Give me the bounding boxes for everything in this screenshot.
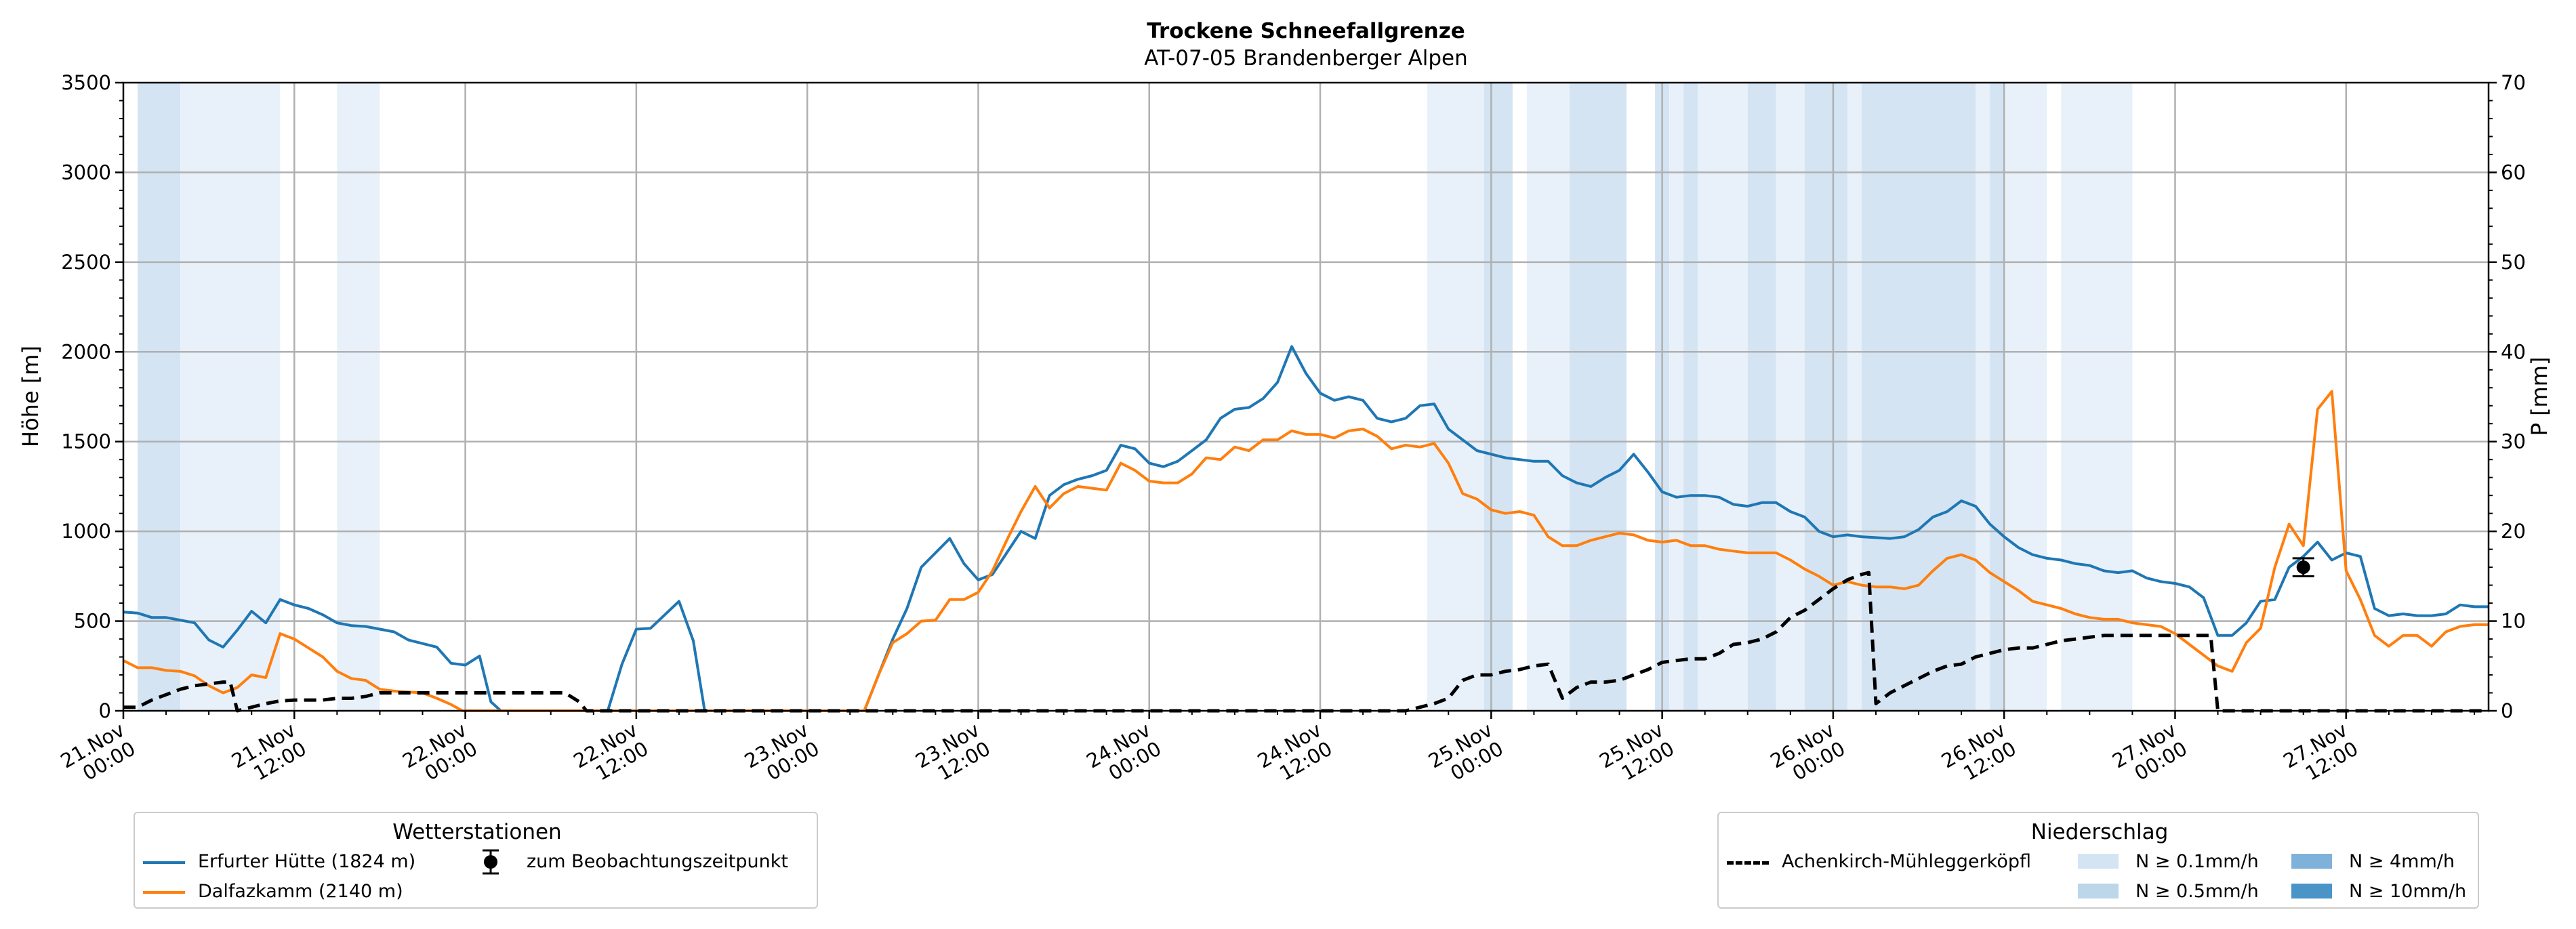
legend-label-0-1: N ≥ 0.1mm/h	[2135, 851, 2259, 872]
precip-band-16	[1976, 83, 1990, 711]
series-line-2	[123, 571, 2489, 713]
legend-observation-icon	[483, 849, 499, 875]
precip-band-8	[1669, 83, 1684, 711]
precip-band-13	[1804, 83, 1847, 711]
y2-tick-label-6: 60	[2501, 161, 2526, 184]
legend-swatch-0-5	[2078, 884, 2119, 899]
y2-axis: 0 10 20 30 40 50 60 70	[2489, 71, 2526, 722]
grid-lines	[123, 83, 2489, 711]
precip-band-6	[1569, 83, 1627, 711]
y2-tick-label-5: 50	[2501, 251, 2526, 274]
observation-marker	[2292, 557, 2314, 577]
plot-frame	[122, 81, 2490, 712]
legend-swatch-4	[2291, 854, 2332, 869]
legend-label-observation: zum Beobachtungszeitpunkt	[527, 851, 788, 872]
precip-band-19	[2061, 83, 2133, 711]
y2-tick-label-1: 10	[2501, 610, 2526, 633]
precip-band-1	[180, 83, 281, 711]
legend-stations-title: Wetterstationen	[392, 820, 562, 844]
x-tick-label-1: 21.Nov12:00	[228, 718, 310, 792]
x-tick-label-2: 22.Nov00:00	[398, 718, 481, 792]
precip-band-15	[1861, 83, 1976, 711]
precip-band-18	[2004, 83, 2047, 711]
series-line-1	[123, 390, 2489, 712]
chart-title: Trockene Schneefallgrenze	[1147, 19, 1465, 43]
x-tick-label-5: 23.Nov12:00	[912, 718, 994, 792]
legend-label-10: N ≥ 10mm/h	[2349, 881, 2467, 902]
x-tick-label-13: 27.Nov12:00	[2279, 718, 2362, 792]
legend-line-achenkirch	[1727, 861, 1769, 865]
y-tick-label-3: 1500	[61, 430, 111, 453]
y-tick-label-5: 2500	[61, 251, 111, 274]
observation-point	[2296, 560, 2310, 575]
y-tick-label-0: 0	[99, 699, 111, 722]
precip-band-10	[1698, 83, 1748, 711]
legend-swatch-0-1	[2078, 854, 2119, 869]
x-tick-label-4: 23.Nov00:00	[741, 718, 823, 792]
precipitation-bands	[138, 83, 2133, 711]
y-axis: 0 500 1000 1500 2000 2500 3000 3500	[61, 71, 123, 722]
legend-label-erfurter: Erfurter Hütte (1824 m)	[198, 851, 416, 872]
x-tick-label-7: 24.Nov12:00	[1254, 718, 1336, 792]
precip-band-12	[1776, 83, 1805, 711]
series-line-0	[123, 345, 2489, 712]
precip-band-5	[1526, 83, 1570, 711]
precip-band-11	[1747, 83, 1776, 711]
legend-swatch-10	[2291, 884, 2332, 899]
y2-tick-label-0: 0	[2501, 699, 2513, 722]
legend-line-erfurter	[143, 861, 185, 864]
precip-band-17	[1990, 83, 2005, 711]
precip-band-4	[1484, 83, 1513, 711]
x-tick-label-6: 24.Nov00:00	[1082, 718, 1165, 792]
legend-line-dalfazkamm	[143, 891, 185, 894]
precip-band-14	[1847, 83, 1862, 711]
y-tick-label-4: 2000	[61, 340, 111, 363]
chart-subtitle: AT-07-05 Brandenberger Alpen	[1144, 46, 1468, 70]
y2-tick-label-2: 20	[2501, 520, 2526, 543]
x-tick-label-3: 22.Nov12:00	[569, 718, 652, 792]
precip-band-2	[337, 83, 380, 711]
x-tick-label-0: 21.Nov00:00	[57, 718, 140, 792]
y-axis-label: Höhe [m]	[18, 346, 43, 447]
legend-precipitation: Niederschlag Achenkirch-Mühleggerköpfl N…	[1717, 812, 2479, 909]
x-axis: 21.Nov00:00 21.Nov12:00 22.Nov00:00 22.Nov1…	[57, 711, 2475, 792]
x-tick-label-9: 25.Nov12:00	[1595, 718, 1678, 792]
series-lines	[123, 345, 2489, 713]
y-tick-label-6: 3000	[61, 161, 111, 184]
legend-precip-title: Niederschlag	[2030, 820, 2169, 844]
y2-axis-label: P [mm]	[2527, 357, 2552, 436]
x-tick-label-11: 26.Nov12:00	[1938, 718, 2020, 792]
legend-label-achenkirch: Achenkirch-Mühleggerköpfl	[1782, 851, 2031, 872]
y2-tick-label-7: 70	[2501, 71, 2526, 94]
y-tick-label-1: 500	[74, 610, 111, 633]
x-tick-label-12: 27.Nov00:00	[2108, 718, 2191, 792]
legend-stations: Wetterstationen Erfurter Hütte (1824 m) …	[134, 812, 818, 909]
y2-tick-label-4: 40	[2501, 340, 2526, 363]
x-tick-label-8: 25.Nov00:00	[1425, 718, 1507, 792]
precip-band-9	[1683, 83, 1698, 711]
y-tick-label-2: 1000	[61, 520, 111, 543]
y2-tick-label-3: 30	[2501, 430, 2526, 453]
legend-label-dalfazkamm: Dalfazkamm (2140 m)	[198, 881, 403, 902]
x-tick-label-10: 26.Nov00:00	[1766, 718, 1849, 792]
precip-band-0	[138, 83, 181, 711]
legend-label-0-5: N ≥ 0.5mm/h	[2135, 881, 2259, 902]
precip-band-3	[1427, 83, 1484, 711]
legend-label-4: N ≥ 4mm/h	[2349, 851, 2455, 872]
y-tick-label-7: 3500	[61, 71, 111, 94]
